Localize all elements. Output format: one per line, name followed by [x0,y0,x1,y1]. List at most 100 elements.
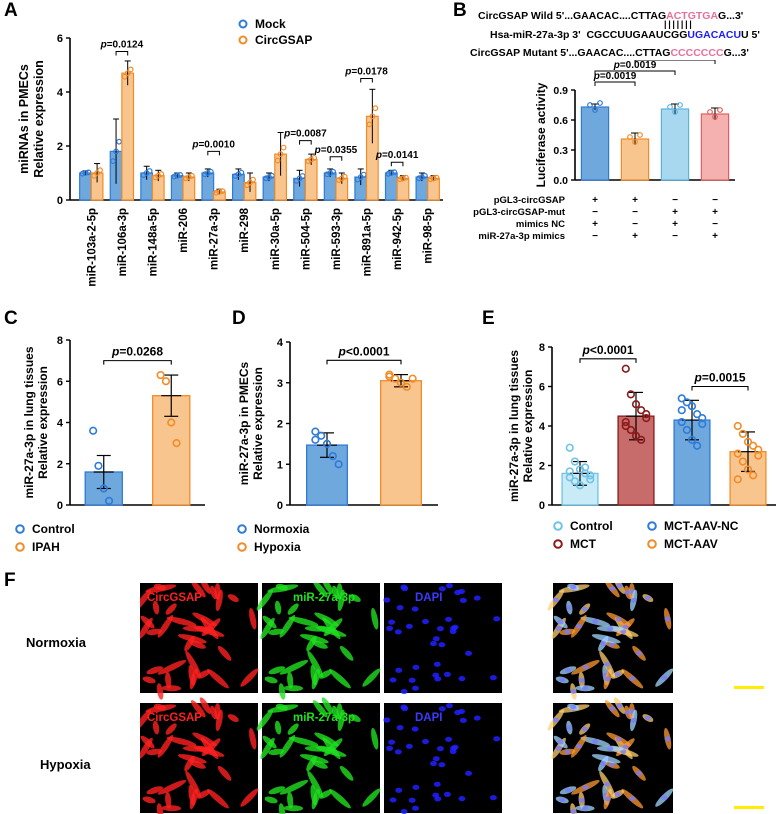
nucleus [395,787,403,793]
y-axis-label-1: miR-27a-3p in lung tissues [22,346,36,498]
nucleus-merge [582,805,589,811]
y-tick-label: 0 [277,500,283,512]
data-point [754,451,763,460]
y-axis-label-1: miRNAs in PMECs [17,64,31,174]
data-point [127,66,134,73]
mir-sequence: Hsa-miR-27a-3p 3' CGCCUUGAAUCGGUGACACUU … [490,29,760,41]
nucleus-merge [630,597,637,603]
cell [146,748,163,756]
data-point [586,471,595,480]
mut-seq-text: CircGSAP Mutant 5'...GAACAC....CTTAG [470,47,671,59]
cell [140,735,155,749]
nucleus-merge [616,703,623,709]
cell [217,765,232,781]
data-point [707,109,713,115]
cell [268,748,285,756]
data-point [266,174,272,180]
cell [329,788,351,809]
y-tick-label: 2 [57,459,63,471]
significance-bracket [634,60,716,64]
y-tick-label: 2 [539,461,545,473]
y-tick-label: 4 [539,421,546,433]
nucleus-merge [604,676,611,682]
nucleus [400,704,408,710]
table-cell: + [632,231,638,242]
nucleus-merge [582,664,589,670]
data-point [161,377,171,386]
legend-marker [553,521,563,531]
nucleus-merge [565,787,572,793]
nucleus [438,706,446,712]
y-tick-label: 4 [277,337,284,349]
y-tick-label: 0 [57,500,63,512]
data-point [121,73,128,80]
cell [152,600,160,615]
cell [283,805,304,812]
nucleus-merge [582,685,589,691]
cell [152,720,160,735]
data-point [250,176,256,183]
cell [268,666,286,675]
nucleus-merge [559,677,566,683]
data-point [597,100,603,106]
nucleus-merge [664,616,671,622]
data-point [677,394,686,403]
cell [287,791,294,809]
y-tick-label: 0.0 [553,175,568,187]
nucleus [400,584,408,590]
data-point [587,102,593,108]
nucleus-merge [604,781,611,787]
legend-marker-mock [238,19,248,29]
cell [274,720,282,735]
y-tick-label: 0.6 [553,115,568,127]
data-point [565,467,574,476]
data-point [433,174,440,181]
table-cell: − [672,195,678,206]
y-tick-label: 3 [277,378,283,390]
cell [311,760,328,769]
cell [210,705,218,720]
nucleus [443,671,451,677]
table-cell: + [632,195,638,206]
data-point [113,148,119,155]
cell [189,760,206,769]
nucleus [411,606,419,612]
nucleus-merge [570,809,577,814]
nucleus-merge [622,744,629,750]
table-row-label: miR-27a-3p mimics [478,231,565,242]
nucleus-merge [582,784,589,790]
y-axis-label: Luciferase activity [534,82,548,187]
data-point [207,168,214,175]
nucleus-merge [557,739,564,745]
cell [157,615,174,638]
mir-seq-site: UGACACU [687,29,742,41]
nucleus-merge [581,726,588,732]
significance-bracket [329,156,343,161]
y-tick-label: 4 [57,87,64,99]
data-point [238,169,245,176]
data-point [156,370,165,380]
nucleus [489,795,497,801]
nucleus [438,762,446,768]
label-mir-normoxia: miR-27a-3p [293,592,355,604]
nucleus [433,781,441,787]
data-point [385,372,394,381]
y-tick-label: 2 [57,141,63,153]
cell [156,683,164,700]
data-point [327,170,334,176]
cell [189,640,206,649]
nucleus [412,664,420,670]
nucleus [459,597,467,603]
nucleus [458,676,466,682]
cell [207,668,229,689]
nucleus [454,589,462,596]
x-tick-label: miR-98-5p [423,208,435,264]
nucleus [459,717,467,723]
p-value-label: p=0.0015 [693,371,745,385]
bar [660,108,690,181]
data-point [575,481,585,490]
cell [287,671,294,689]
data-point [124,70,131,76]
nucleus [386,745,394,751]
sequence-block: CircGSAP Wild 5'...GAACAC....CTTAGACTGTG… [470,10,778,70]
